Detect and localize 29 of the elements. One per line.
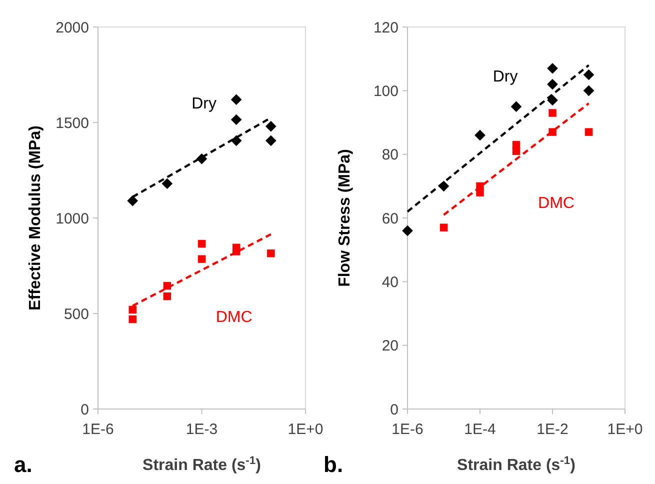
y-tick-label: 40 (382, 274, 398, 291)
y-tick-label: 100 (373, 82, 398, 100)
y-axis-title: Effective Modulus (MPa) (27, 126, 44, 310)
y-tick-label: 2000 (56, 19, 89, 36)
text: a. (14, 452, 32, 477)
y-tick-label: 80 (382, 146, 398, 164)
text: DMC (216, 309, 252, 326)
x-tick-label: 1E-6 (82, 421, 114, 438)
y-tick-label: 20 (382, 338, 398, 355)
x-tick-label: 1E+0 (607, 421, 643, 438)
y-tick-label: 60 (382, 210, 398, 228)
y-tick-label: 0 (390, 401, 398, 418)
y-tick-label: 500 (64, 306, 89, 323)
x-tick-label: 1E-2 (536, 421, 568, 438)
series-label: Dry (492, 68, 518, 86)
y-tick-label: 1500 (56, 114, 89, 132)
x-tick-label: 1E-3 (186, 421, 218, 438)
series-label: Dry (192, 95, 216, 112)
x-tick-label: 1E-4 (464, 421, 496, 438)
y-tick-label: 1000 (56, 210, 89, 228)
x-tick-label: 1E-6 (392, 421, 424, 438)
x-axis-title: Strain Rate (s$^{-1}$) (142, 455, 261, 474)
y-axis-title: Flow Stress (MPa) (336, 149, 354, 287)
x-axis-title: Strain Rate (s$^{-1}$) (457, 455, 576, 474)
y-tick-label: 120 (373, 19, 398, 36)
text: DMC (538, 194, 574, 212)
y-tick-label: 0 (80, 401, 89, 418)
text: b. (324, 452, 344, 477)
x-tick-label: 1E+0 (288, 421, 324, 438)
